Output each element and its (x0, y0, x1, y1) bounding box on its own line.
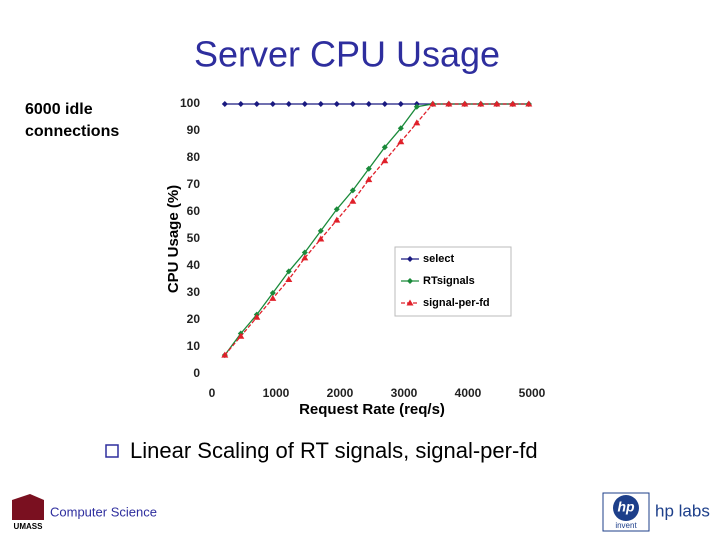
point (461, 100, 469, 107)
series-line (224, 103, 529, 356)
legend-label: select (423, 253, 455, 265)
hp-invent: invent (615, 521, 637, 530)
point (301, 249, 308, 256)
hp-logo-text: hp (617, 499, 635, 515)
point (301, 101, 308, 107)
point (349, 101, 356, 107)
series-line (224, 103, 529, 356)
point (269, 101, 276, 107)
y-tick-label: 50 (187, 231, 201, 245)
point (397, 125, 404, 132)
point (317, 227, 324, 234)
y-tick-label: 70 (187, 177, 201, 191)
point (317, 101, 324, 107)
point (477, 100, 485, 107)
x-axis-label: Request Rate (req/s) (299, 401, 445, 418)
point (429, 100, 437, 107)
y-tick-label: 20 (187, 312, 201, 326)
point (381, 144, 388, 151)
point (333, 216, 341, 223)
umass-logo (12, 494, 44, 520)
point (285, 101, 292, 107)
point (381, 157, 389, 164)
x-tick-label: 4000 (455, 386, 482, 400)
legend-marker (407, 256, 413, 262)
point (317, 235, 325, 242)
point (365, 101, 372, 107)
point (525, 100, 533, 107)
x-tick-label: 2000 (327, 386, 354, 400)
footer-right: hp labs (655, 501, 710, 520)
point (285, 268, 292, 275)
point (493, 100, 501, 107)
point (349, 197, 357, 204)
point (269, 294, 277, 301)
umass-text: UMASS (14, 522, 44, 531)
y-tick-label: 30 (187, 285, 201, 299)
point (397, 138, 405, 145)
note: connections (25, 123, 119, 140)
point (349, 187, 356, 194)
legend-label: RTsignals (423, 275, 475, 287)
slide-title: Server CPU Usage (194, 34, 500, 75)
bullet-text: Linear Scaling of RT signals, signal-per… (130, 438, 538, 463)
point (253, 101, 260, 107)
point (381, 101, 388, 107)
y-tick-label: 60 (187, 204, 201, 218)
x-tick-label: 5000 (519, 386, 546, 400)
y-tick-label: 10 (187, 339, 201, 353)
point (237, 101, 244, 107)
point (365, 176, 373, 183)
x-tick-label: 1000 (263, 386, 290, 400)
point (301, 254, 309, 261)
legend-marker (407, 278, 413, 284)
point (365, 165, 372, 172)
point (445, 100, 453, 107)
point (221, 351, 229, 358)
y-axis-label: CPU Usage (%) (165, 185, 182, 293)
bullet-glyph (105, 444, 119, 458)
point (413, 119, 421, 126)
hp-logo-circle (613, 495, 639, 521)
point (285, 276, 293, 282)
x-tick-label: 3000 (391, 386, 418, 400)
point (333, 206, 340, 213)
point (253, 313, 261, 320)
x-tick-label: 0 (209, 386, 216, 400)
point (333, 101, 340, 107)
y-tick-label: 0 (193, 366, 200, 380)
legend-marker (406, 299, 414, 306)
point (509, 100, 517, 107)
point (269, 290, 276, 296)
legend-label: signal-per-fd (423, 297, 490, 309)
y-tick-label: 40 (187, 258, 201, 272)
y-tick-label: 80 (187, 150, 201, 164)
y-tick-label: 90 (187, 123, 201, 137)
y-tick-label: 100 (180, 96, 200, 110)
footer-left: Computer Science (50, 504, 157, 519)
point (397, 101, 404, 107)
point (413, 103, 420, 110)
point (221, 101, 228, 107)
note: 6000 idle (25, 101, 93, 118)
point (237, 332, 245, 339)
